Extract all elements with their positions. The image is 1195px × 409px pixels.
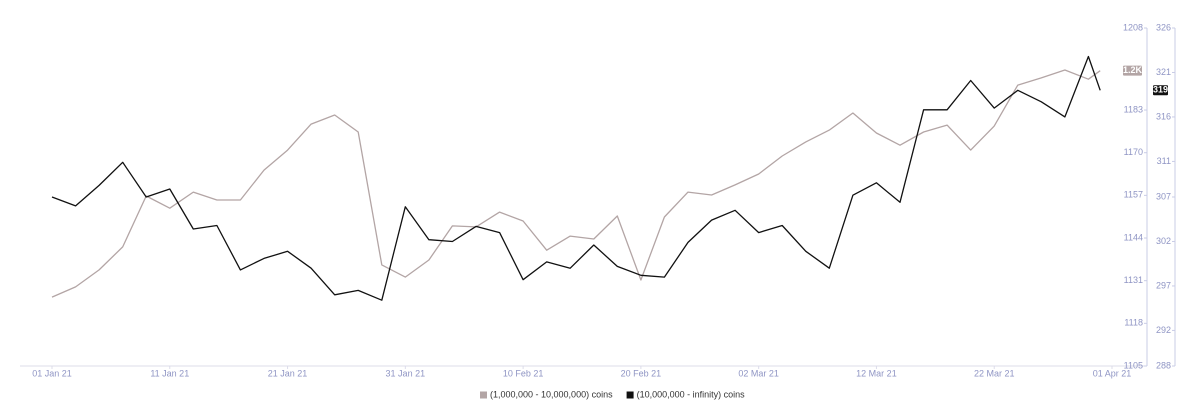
y2-tick-label: 307 bbox=[1156, 191, 1171, 201]
y2-tick-label: 316 bbox=[1156, 111, 1171, 121]
x-tick-label: 20 Feb 21 bbox=[621, 368, 662, 378]
y-tick-label: 1157 bbox=[1124, 190, 1143, 200]
y2-tick-label: 311 bbox=[1157, 156, 1171, 166]
y-tick-label: 1170 bbox=[1124, 147, 1143, 157]
y-tick-label: 1105 bbox=[1124, 360, 1143, 370]
legend-label: (1,000,000 - 10,000,000) coins bbox=[490, 389, 613, 399]
x-tick-label: 10 Feb 21 bbox=[503, 368, 544, 378]
last-value-badge bbox=[1123, 65, 1142, 76]
last-value-badge bbox=[1153, 85, 1168, 96]
last-value-label: 1.2K bbox=[1123, 65, 1143, 75]
y2-tick-label: 292 bbox=[1156, 325, 1171, 335]
series-line bbox=[51, 69, 1101, 298]
legend-swatch bbox=[626, 391, 634, 399]
x-tick-label: 12 Mar 21 bbox=[856, 368, 897, 378]
series-line bbox=[51, 55, 1101, 301]
y2-tick-label: 302 bbox=[1156, 236, 1171, 246]
legend-label: (10,000,000 - infinity) coins bbox=[637, 389, 746, 399]
y2-tick-label: 321 bbox=[1156, 67, 1171, 77]
y2-tick-label: 326 bbox=[1156, 22, 1171, 32]
x-tick-label: 31 Jan 21 bbox=[386, 368, 426, 378]
x-tick-label: 02 Mar 21 bbox=[738, 368, 779, 378]
y-tick-label: 1144 bbox=[1124, 232, 1143, 242]
last-value-label: 319 bbox=[1153, 85, 1168, 95]
x-tick-label: 21 Jan 21 bbox=[268, 368, 308, 378]
y-tick-label: 1208 bbox=[1123, 22, 1143, 32]
legend: (1,000,000 - 10,000,000) coins (10,000,00… bbox=[480, 389, 745, 399]
x-tick-label: 01 Apr 21 bbox=[1093, 368, 1132, 378]
y2-tick-label: 288 bbox=[1156, 360, 1171, 370]
legend-swatch bbox=[480, 391, 487, 399]
y-tick-label: 1131 bbox=[1124, 275, 1143, 285]
y-tick-label: 1183 bbox=[1124, 104, 1143, 114]
x-tick-label: 11 Jan 21 bbox=[150, 368, 189, 378]
x-tick-label: 01 Jan 21 bbox=[32, 368, 72, 378]
x-tick-label: 22 Mar 21 bbox=[974, 368, 1015, 378]
y2-tick-label: 297 bbox=[1156, 280, 1171, 290]
y-tick-label: 1118 bbox=[1124, 318, 1143, 328]
